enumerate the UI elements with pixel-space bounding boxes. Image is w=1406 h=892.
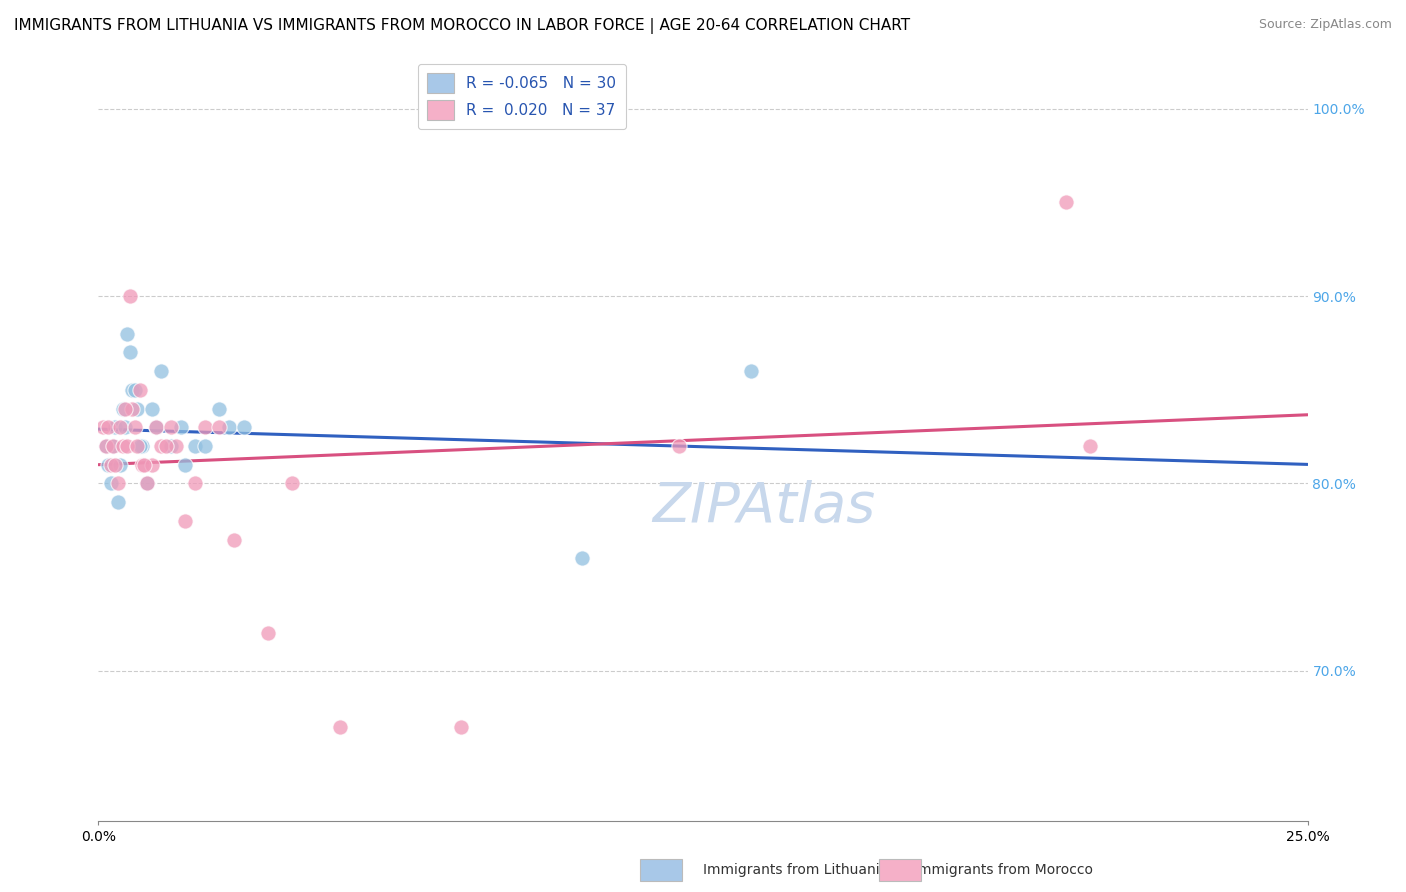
Point bbox=[107, 495, 129, 509]
Point bbox=[134, 458, 156, 472]
Point bbox=[145, 420, 167, 434]
Point bbox=[127, 439, 149, 453]
Point bbox=[184, 439, 207, 453]
Point bbox=[194, 420, 217, 434]
Legend: R = -0.065   N = 30, R =  0.020   N = 37: R = -0.065 N = 30, R = 0.020 N = 37 bbox=[418, 64, 626, 129]
Point bbox=[111, 439, 134, 453]
Text: ZIPAtlas: ZIPAtlas bbox=[652, 479, 875, 533]
Point bbox=[114, 401, 136, 416]
Point bbox=[160, 439, 183, 453]
Point bbox=[174, 514, 197, 528]
Point bbox=[108, 420, 131, 434]
Point bbox=[155, 439, 177, 453]
Point bbox=[104, 420, 127, 434]
Point bbox=[100, 458, 122, 472]
Point bbox=[184, 476, 207, 491]
Point bbox=[141, 401, 163, 416]
Point bbox=[127, 401, 149, 416]
Point bbox=[222, 533, 245, 547]
Point bbox=[128, 439, 150, 453]
Point bbox=[450, 720, 472, 734]
Point bbox=[111, 401, 134, 416]
Text: Source: ZipAtlas.com: Source: ZipAtlas.com bbox=[1258, 18, 1392, 31]
Point bbox=[118, 345, 141, 359]
Point bbox=[131, 439, 153, 453]
Point bbox=[108, 458, 131, 472]
Point bbox=[208, 401, 231, 416]
Point bbox=[97, 420, 120, 434]
Point bbox=[94, 439, 117, 453]
Point bbox=[571, 551, 593, 566]
Point bbox=[107, 476, 129, 491]
Text: IMMIGRANTS FROM LITHUANIA VS IMMIGRANTS FROM MOROCCO IN LABOR FORCE | AGE 20-64 : IMMIGRANTS FROM LITHUANIA VS IMMIGRANTS … bbox=[14, 18, 910, 34]
Point bbox=[208, 420, 231, 434]
Point bbox=[94, 439, 117, 453]
Point bbox=[128, 383, 150, 397]
Point bbox=[160, 420, 183, 434]
Point bbox=[101, 439, 124, 453]
Point bbox=[135, 476, 157, 491]
Point bbox=[91, 420, 114, 434]
Point bbox=[1054, 195, 1077, 210]
Point bbox=[232, 420, 254, 434]
Text: Immigrants from Lithuania: Immigrants from Lithuania bbox=[703, 863, 889, 877]
Point bbox=[194, 439, 217, 453]
Point bbox=[165, 439, 187, 453]
Point bbox=[281, 476, 304, 491]
Point bbox=[329, 720, 352, 734]
Point bbox=[121, 383, 143, 397]
Point bbox=[174, 458, 197, 472]
Point bbox=[100, 476, 122, 491]
Point bbox=[1078, 439, 1101, 453]
Point bbox=[740, 364, 762, 378]
Point bbox=[135, 476, 157, 491]
Point bbox=[668, 439, 690, 453]
Point bbox=[150, 364, 173, 378]
Point bbox=[101, 439, 124, 453]
Point bbox=[141, 458, 163, 472]
Point bbox=[114, 420, 136, 434]
Point bbox=[117, 326, 139, 341]
Text: Immigrants from Morocco: Immigrants from Morocco bbox=[914, 863, 1092, 877]
Point bbox=[104, 458, 127, 472]
Point bbox=[124, 420, 146, 434]
Point bbox=[145, 420, 167, 434]
Point bbox=[124, 383, 146, 397]
Point bbox=[97, 458, 120, 472]
Point bbox=[150, 439, 173, 453]
Point bbox=[121, 401, 143, 416]
Point bbox=[131, 458, 153, 472]
Point bbox=[117, 439, 139, 453]
Point bbox=[218, 420, 240, 434]
Point bbox=[118, 289, 141, 303]
Point bbox=[169, 420, 191, 434]
Point bbox=[256, 626, 278, 640]
